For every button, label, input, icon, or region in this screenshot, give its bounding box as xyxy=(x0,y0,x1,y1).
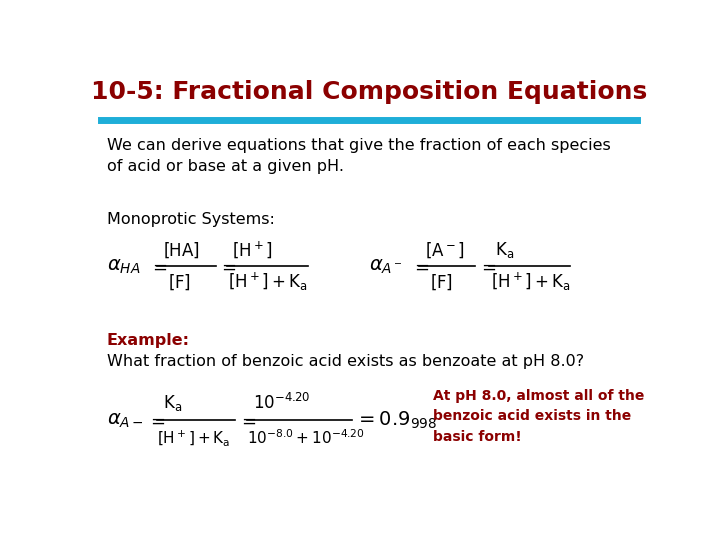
Point xyxy=(348,417,356,423)
Text: $\alpha_{A^-}$: $\alpha_{A^-}$ xyxy=(369,257,403,276)
Point xyxy=(303,263,312,269)
Point xyxy=(566,263,575,269)
Text: $\alpha_{HA}$: $\alpha_{HA}$ xyxy=(107,257,140,276)
Text: 10-5: Fractional Composition Equations: 10-5: Fractional Composition Equations xyxy=(91,80,647,104)
Point xyxy=(222,263,231,269)
Text: $\mathrm{[HA]}$: $\mathrm{[HA]}$ xyxy=(163,240,199,260)
Point xyxy=(415,263,423,269)
Point xyxy=(471,263,480,269)
Point xyxy=(153,263,161,269)
Point xyxy=(153,417,161,423)
Text: $10^{-8.0}+10^{-4.20}$: $10^{-8.0}+10^{-4.20}$ xyxy=(248,428,365,447)
Text: $\mathrm{[F]}$: $\mathrm{[F]}$ xyxy=(168,273,191,292)
Text: $\mathrm{K_a}$: $\mathrm{K_a}$ xyxy=(163,393,181,413)
Text: At pH 8.0, almost all of the
benzoic acid exists in the
basic form!: At pH 8.0, almost all of the benzoic aci… xyxy=(433,389,644,444)
Point xyxy=(211,263,220,269)
Point xyxy=(230,417,239,423)
Text: Monoprotic Systems:: Monoprotic Systems: xyxy=(107,212,274,227)
Text: What fraction of benzoic acid exists as benzoate at pH 8.0?: What fraction of benzoic acid exists as … xyxy=(107,354,584,369)
Text: $\alpha_{A-}$: $\alpha_{A-}$ xyxy=(107,411,143,430)
Text: $\mathrm{[H^+]}$: $\mathrm{[H^+]}$ xyxy=(233,239,274,260)
Text: $10^{-4.20}$: $10^{-4.20}$ xyxy=(253,393,310,413)
Text: $= 0.9_{\mathregular{998}}$: $= 0.9_{\mathregular{998}}$ xyxy=(355,410,437,431)
Text: $\mathrm{[H^+]+K_a}$: $\mathrm{[H^+]+K_a}$ xyxy=(228,271,308,293)
Text: $=$: $=$ xyxy=(238,411,256,429)
Text: $=$: $=$ xyxy=(218,258,237,275)
Text: $\mathrm{[A^-]}$: $\mathrm{[A^-]}$ xyxy=(425,240,464,260)
Text: $\mathrm{K_a}$: $\mathrm{K_a}$ xyxy=(495,240,514,260)
Text: $\mathrm{[H^+]+K_a}$: $\mathrm{[H^+]+K_a}$ xyxy=(490,271,571,293)
Text: $=$: $=$ xyxy=(411,258,430,275)
Text: $=$: $=$ xyxy=(478,258,497,275)
Point xyxy=(485,263,493,269)
Text: $=$: $=$ xyxy=(147,411,166,429)
Point xyxy=(243,417,252,423)
Text: $=$: $=$ xyxy=(148,258,167,275)
Text: $\mathrm{[F]}$: $\mathrm{[F]}$ xyxy=(431,273,454,292)
Text: Example:: Example: xyxy=(107,333,190,348)
Text: $\mathrm{[H^+]+K_a}$: $\mathrm{[H^+]+K_a}$ xyxy=(157,428,230,448)
Text: We can derive equations that give the fraction of each species
of acid or base a: We can derive equations that give the fr… xyxy=(107,138,611,173)
